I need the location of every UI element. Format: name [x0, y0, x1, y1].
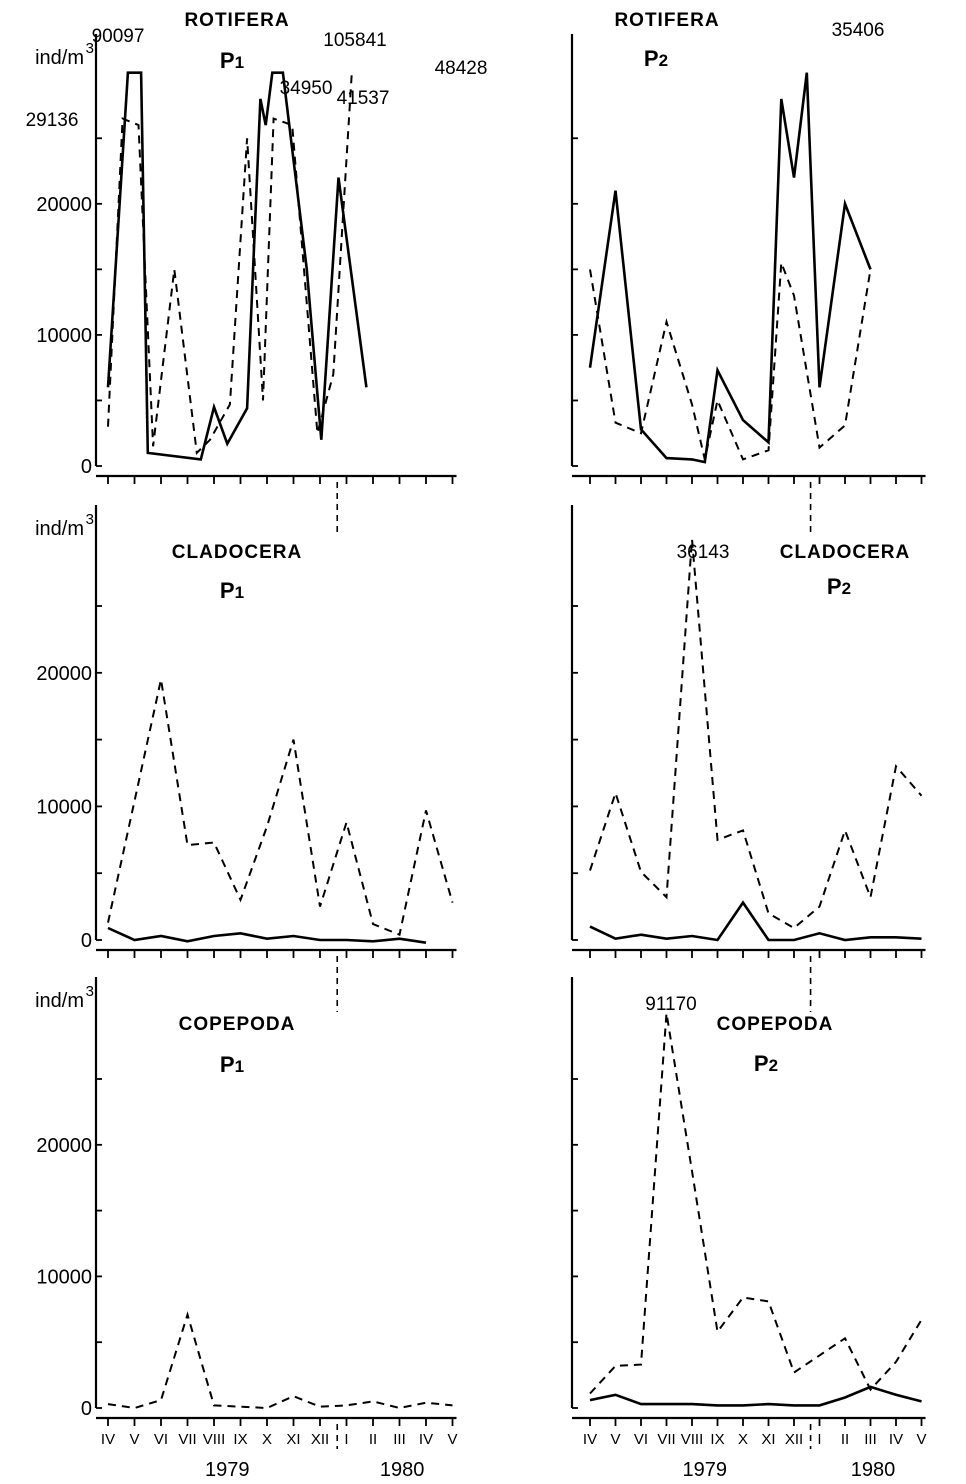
y-tick-label: 10000: [36, 325, 92, 347]
peak-value-label: 36143: [677, 542, 730, 563]
month-tick-label: XI: [761, 1431, 775, 1448]
year-label-1979: 1979: [205, 1459, 250, 1481]
panel-cladocera-p2: CLADOCERA P2 36143: [570, 505, 926, 1012]
series-line-solid: [588, 72, 872, 464]
y-tick-label: 0: [81, 930, 92, 952]
month-tick-label: VI: [154, 1431, 168, 1448]
panel-title: CLADOCERA: [172, 542, 302, 563]
y-axis-unit-label: ind/m: [35, 518, 84, 540]
month-tick-label: XII: [311, 1431, 329, 1448]
month-tick-label: IV: [889, 1431, 903, 1448]
y-tick-label: 20000: [36, 1135, 92, 1157]
month-tick-label: I: [817, 1431, 821, 1448]
panel-subtitle: P2: [754, 1051, 778, 1076]
y-axis-unit-exponent: 3: [86, 983, 94, 1000]
month-tick-label: III: [864, 1431, 877, 1448]
month-tick-label: II: [841, 1431, 849, 1448]
peak-value-label: 41537: [337, 88, 390, 109]
month-tick-label: IV: [583, 1431, 597, 1448]
series-line-solid: [106, 71, 368, 461]
panel-rotifera-p2: ROTIFERA P2 35406: [570, 10, 926, 536]
y-tick-label: 0: [81, 1398, 92, 1420]
month-tick-label: VII: [178, 1431, 196, 1448]
series-line-solid: [589, 1385, 922, 1407]
panel-subtitle: P2: [827, 574, 851, 599]
y-axis-unit-exponent: 3: [86, 511, 94, 528]
series-line-solid: [107, 926, 427, 944]
month-tick-label: I: [344, 1431, 348, 1448]
month-tick-label: IX: [710, 1431, 724, 1448]
year-label-1980: 1980: [851, 1459, 896, 1481]
panel-copepoda-p1: 0 10000 20000 ind/m 3 COPEPODA P1: [35, 977, 457, 1449]
month-tick-label: VIII: [203, 1431, 226, 1448]
month-tick-label: XI: [286, 1431, 300, 1448]
month-tick-label: II: [369, 1431, 377, 1448]
peak-value-label: 105841: [323, 30, 386, 51]
month-tick-label: V: [610, 1431, 620, 1448]
month-tick-label: X: [738, 1431, 748, 1448]
series-line-dashed: [589, 539, 923, 930]
y-axis-unit-label: ind/m: [35, 47, 84, 69]
y-axis-unit-exponent: 3: [86, 40, 94, 57]
panel-subtitle: P1: [220, 1052, 244, 1077]
year-label-1980: 1980: [380, 1459, 425, 1481]
panel-subtitle: P1: [220, 48, 244, 73]
series-line-dashed: [589, 262, 872, 461]
y-tick-label: 10000: [36, 1266, 92, 1288]
peak-value-label: 90097: [92, 26, 145, 47]
series-line-solid: [589, 900, 922, 942]
month-tick-label: IV: [419, 1431, 433, 1448]
series-line-dashed: [107, 679, 454, 937]
panel-title: COPEPODA: [179, 1014, 296, 1035]
y-axis-unit-label: ind/m: [35, 990, 84, 1012]
month-tick-label: VI: [634, 1431, 648, 1448]
panel-title: ROTIFERA: [184, 10, 289, 31]
month-tick-label: IX: [233, 1431, 247, 1448]
peak-value-label: 29136: [26, 110, 79, 131]
y-tick-label: 20000: [36, 663, 92, 685]
year-label-1979: 1979: [683, 1459, 728, 1481]
month-tick-label: V: [916, 1431, 926, 1448]
month-tick-label: IV: [101, 1431, 115, 1448]
month-tick-label: VII: [657, 1431, 675, 1448]
month-tick-label: III: [393, 1431, 406, 1448]
y-tick-label: 0: [81, 456, 92, 478]
peak-value-label: 91170: [645, 994, 696, 1015]
y-tick-label: 10000: [36, 796, 92, 818]
month-tick-label: V: [129, 1431, 139, 1448]
panel-title: CLADOCERA: [780, 542, 910, 563]
panel-title: ROTIFERA: [614, 10, 719, 31]
month-tick-label: X: [262, 1431, 272, 1448]
peak-value-label: 48428: [435, 58, 488, 79]
y-tick-label: 20000: [36, 194, 92, 216]
month-tick-label: V: [447, 1431, 457, 1448]
month-tick-label: XII: [785, 1431, 803, 1448]
series-line-dashed: [107, 72, 353, 456]
panel-subtitle: P1: [220, 578, 244, 603]
peak-value-label: 35406: [832, 20, 885, 41]
panel-title: COPEPODA: [717, 1014, 834, 1035]
month-tick-label: VIII: [681, 1431, 704, 1448]
series-line-dashed: [107, 1311, 453, 1410]
panel-copepoda-p2: COPEPODA P2 91170: [570, 977, 926, 1449]
panel-subtitle: P2: [644, 46, 668, 71]
peak-value-label: 34950: [280, 78, 333, 99]
